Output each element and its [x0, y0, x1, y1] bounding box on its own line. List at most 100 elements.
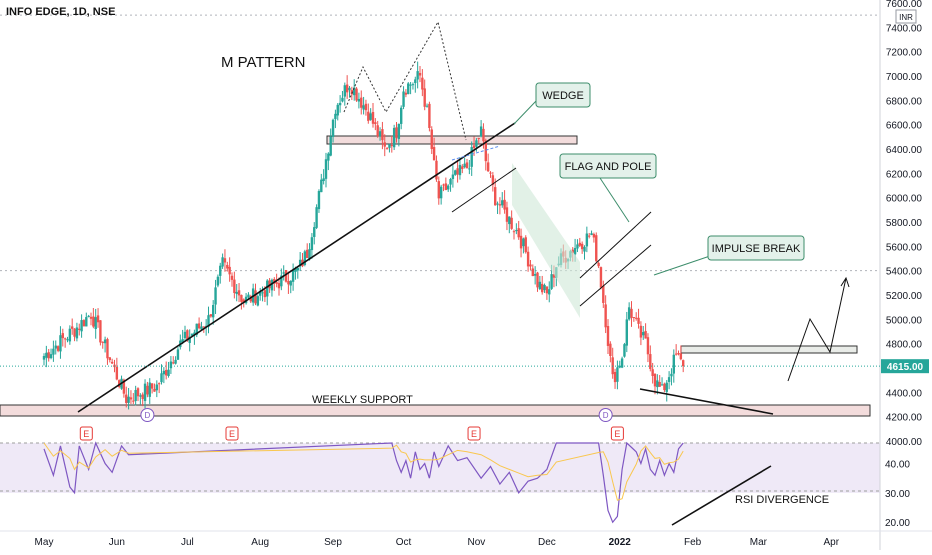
price-tick-label: 4400.00 [886, 388, 923, 399]
candle-body [588, 235, 591, 237]
last-price-tag: 4615.00 [0, 359, 929, 374]
candle-body [463, 163, 466, 168]
candle-body [223, 258, 227, 263]
candle-body [411, 84, 415, 86]
candle-body [212, 304, 215, 318]
candle-body [96, 315, 100, 323]
candle-body [682, 360, 685, 367]
candle-body [538, 281, 542, 290]
price-axis[interactable]: INR 7600.00 7400.00 7200.00 7000.00 6800.00 6… [879, 0, 923, 550]
candle-body [592, 234, 596, 238]
rsi-band [0, 443, 880, 493]
candle-body [397, 123, 401, 139]
price-tick-label: 5600.00 [886, 242, 923, 253]
candle-body [289, 280, 292, 286]
time-tick-label: 2022 [609, 537, 632, 548]
impulse-callout-pointer [653, 255, 711, 276]
dividend-marker[interactable] [140, 408, 155, 422]
candle-body [345, 84, 349, 93]
event-markers[interactable]: E E E ED D [79, 408, 624, 441]
currency-label: INR [899, 13, 913, 22]
candle-body [233, 279, 236, 293]
candle-body [395, 127, 398, 138]
candle-body [317, 191, 321, 210]
time-tick-label: Jul [181, 537, 194, 548]
price-tick-label: 5800.00 [886, 218, 923, 229]
candle-body [235, 291, 238, 294]
candle-body [369, 113, 372, 120]
support-trendline [639, 388, 774, 415]
wedge-upper-line [451, 145, 501, 161]
candle-body [94, 317, 97, 330]
dividend-marker-label: D [603, 411, 609, 420]
candle-body [263, 290, 267, 298]
earnings-marker[interactable] [79, 426, 93, 441]
candle-body [266, 280, 269, 297]
candle-body [322, 178, 325, 181]
candle-body [127, 396, 130, 403]
candle-body [141, 394, 144, 400]
candle-body [595, 235, 598, 262]
uptrend-line [77, 122, 516, 413]
candle-body [517, 228, 520, 238]
candle-body [494, 187, 497, 206]
candle-body [80, 320, 83, 332]
candle-body [329, 136, 332, 156]
candle-body [146, 385, 149, 395]
rsi-ma-line [43, 442, 684, 501]
candle-body [355, 88, 358, 101]
candle-body [381, 129, 384, 141]
candle-body [148, 382, 151, 397]
rsi-line [43, 441, 684, 524]
time-tick-label: May [35, 537, 54, 548]
dividend-marker[interactable] [598, 408, 613, 422]
rsi-tick-label: 20.00 [885, 518, 910, 529]
candle-body [207, 315, 210, 327]
rsi-axis[interactable]: 40.00 30.00 20.00 [885, 460, 910, 530]
candle-body [383, 142, 386, 147]
candle-body [456, 168, 459, 175]
candle-body [536, 272, 539, 288]
candle-body [519, 235, 523, 249]
candle-body [259, 291, 262, 296]
candle-body [228, 266, 231, 275]
candle-body [296, 267, 299, 271]
candle-body [407, 83, 410, 95]
candle-body [670, 373, 673, 377]
candle-body [510, 217, 513, 229]
candle-body [604, 304, 607, 328]
candle-body [613, 372, 617, 383]
candle-body [529, 264, 532, 267]
price-tick-label: 6800.00 [886, 96, 923, 107]
earnings-marker[interactable] [467, 426, 481, 441]
wedge-lower-line [451, 167, 517, 213]
candle-body [348, 87, 351, 91]
candle-body [200, 326, 203, 330]
candle-body [674, 353, 678, 355]
time-axis[interactable]: May Jun Jul Aug Sep Oct Nov Dec 2022 Feb Mar Apr [0, 530, 932, 548]
time-tick-label: Mar [750, 537, 768, 548]
candle-body [291, 269, 295, 282]
candle-body [616, 367, 619, 382]
flag-callout-pointer [599, 177, 630, 223]
candle-body [609, 343, 612, 356]
candle-body [99, 320, 102, 343]
candle-body [470, 147, 473, 167]
candle-body [256, 296, 260, 306]
candle-body [129, 397, 133, 400]
candle-body [122, 379, 126, 394]
candle-body [651, 369, 654, 376]
candle-body [143, 383, 147, 401]
candle-body [73, 328, 76, 337]
earnings-marker[interactable] [610, 426, 624, 441]
candle-body [625, 319, 628, 346]
candle-body [482, 128, 485, 142]
time-tick-label: Jun [109, 537, 125, 548]
candle-body [167, 369, 170, 376]
candle-body [125, 394, 128, 403]
candle-body [336, 104, 339, 116]
candle-body [498, 204, 502, 206]
earnings-marker[interactable] [225, 426, 239, 441]
